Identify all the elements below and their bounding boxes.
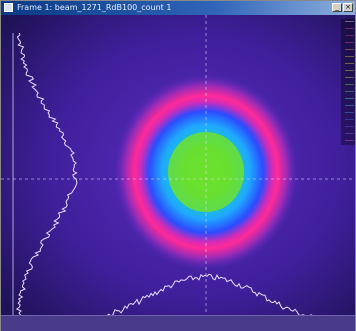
scale-level: ––– bbox=[341, 54, 355, 61]
color-scale: ––– ––– ––– ––– ––– ––– ––– ––– ––– ––– ––– ––– ––– –… bbox=[341, 19, 355, 145]
title-bar[interactable]: Frame 1: beam_1271_RdB100_count 1 _ × bbox=[1, 1, 355, 15]
scale-level: ––– bbox=[341, 89, 355, 96]
scale-level: ––– bbox=[341, 26, 355, 33]
scale-level: ––– bbox=[341, 33, 355, 40]
minimize-button[interactable]: _ bbox=[332, 3, 342, 12]
scale-level: ––– bbox=[341, 131, 355, 138]
scale-level: ––– bbox=[341, 75, 355, 82]
scale-level: ––– bbox=[341, 96, 355, 103]
beam-image bbox=[1, 15, 355, 330]
scale-level: ––– bbox=[341, 124, 355, 131]
scale-level: ––– bbox=[341, 82, 355, 89]
vertical-profile-curve bbox=[15, 32, 78, 316]
close-button[interactable]: × bbox=[343, 3, 353, 12]
scale-level: ––– bbox=[341, 103, 355, 110]
scale-level: ––– bbox=[341, 138, 355, 145]
scale-level: ––– bbox=[341, 47, 355, 54]
app-icon bbox=[4, 3, 13, 12]
scale-level: ––– bbox=[341, 61, 355, 68]
scale-level: ––– bbox=[341, 117, 355, 124]
bottom-bar bbox=[1, 315, 355, 331]
scale-level: ––– bbox=[341, 19, 355, 26]
window-title: Frame 1: beam_1271_RdB100_count 1 bbox=[17, 3, 172, 12]
scale-level: ––– bbox=[341, 68, 355, 75]
scale-level: ––– bbox=[341, 110, 355, 117]
scale-level: ––– bbox=[341, 40, 355, 47]
